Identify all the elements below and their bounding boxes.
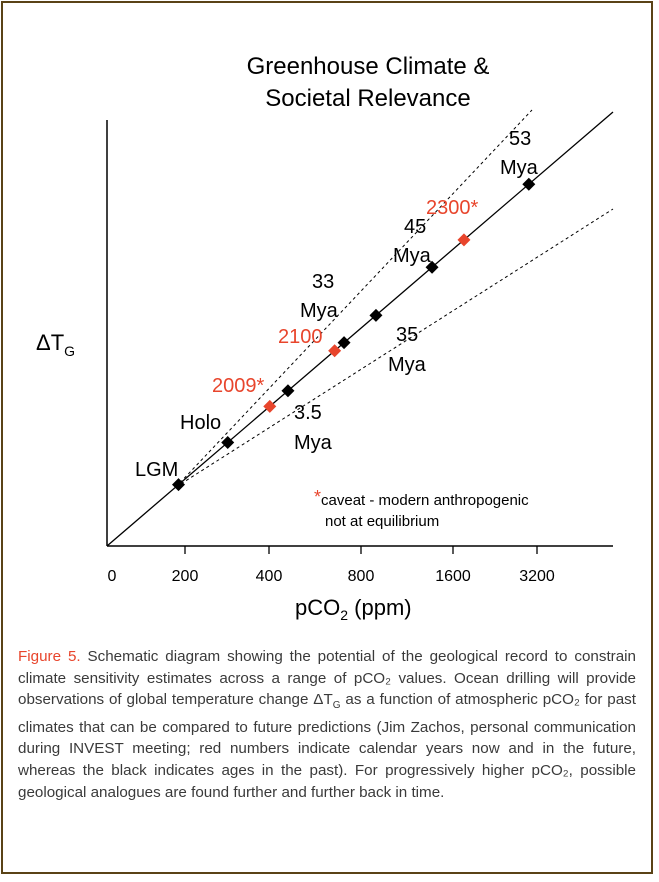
figure-caption: Figure 5. Schematic diagram showing the … — [18, 646, 636, 803]
label-2300: 2300* — [426, 197, 478, 219]
y-axis-title: ΔTG — [36, 330, 75, 359]
caption-figure-label: Figure 5. — [18, 648, 81, 665]
chart-title-line1: Greenhouse Climate & — [247, 53, 490, 80]
past-point-1 — [221, 435, 235, 449]
past-point-2 — [281, 384, 295, 398]
label-3-5: 3.5 — [294, 402, 322, 424]
x-tick-label-400: 400 — [256, 568, 283, 585]
figure-frame — [1, 1, 653, 874]
x-tick-label-200: 200 — [172, 568, 199, 585]
caption-subscript: G — [332, 700, 341, 712]
past-point-0 — [171, 478, 185, 492]
label-holo: Holo — [180, 412, 221, 434]
caveat-line2: not at equilibrium — [325, 513, 439, 530]
past-point-3 — [337, 336, 351, 350]
caption-text: Schematic diagram showing the potential … — [18, 648, 636, 709]
x-tick-label-1600: 1600 — [435, 568, 471, 585]
label-53-mya: Mya — [500, 157, 539, 179]
past-point-5 — [425, 260, 439, 274]
upper-envelope-line — [175, 109, 533, 488]
past-point-4 — [369, 308, 383, 322]
label-33: 33 — [312, 271, 334, 293]
label-3-5-mya: Mya — [294, 432, 333, 454]
label-35-mya: Mya — [388, 354, 427, 376]
future-point-1 — [328, 344, 342, 358]
point-labels: LGM Holo 3.5 Mya 35 Mya 33 Mya 45 Mya 53… — [135, 128, 539, 481]
caveat-line1: *caveat - modern anthropogenic — [314, 487, 529, 509]
future-point-2 — [457, 233, 471, 247]
x-ticks — [184, 546, 538, 554]
label-45: 45 — [404, 216, 426, 238]
label-33-mya: Mya — [300, 300, 339, 322]
label-45-mya: Mya — [393, 245, 432, 267]
chart-title-line2: Societal Relevance — [265, 85, 470, 112]
x-axis-title: pCO2 (ppm) — [295, 595, 412, 623]
past-point-6 — [522, 177, 536, 191]
label-2009: 2009* — [212, 375, 264, 397]
label-35: 35 — [396, 324, 418, 346]
caption-text-continued: as a function of atmospheric pCO₂ for pa… — [18, 691, 636, 801]
chart: Greenhouse Climate & Societal Relevance … — [36, 53, 614, 623]
label-2100: 2100 — [278, 326, 323, 348]
label-lgm: LGM — [135, 459, 178, 481]
x-tick-label-3200: 3200 — [519, 568, 555, 585]
x-tick-labels: 0 200 400 800 1600 3200 — [108, 568, 555, 585]
lower-envelope-line — [175, 208, 614, 488]
future-point-0 — [263, 399, 277, 413]
label-53: 53 — [509, 128, 531, 150]
x-tick-label-800: 800 — [348, 568, 375, 585]
x-tick-label-0: 0 — [108, 568, 117, 585]
data-points — [171, 177, 536, 492]
